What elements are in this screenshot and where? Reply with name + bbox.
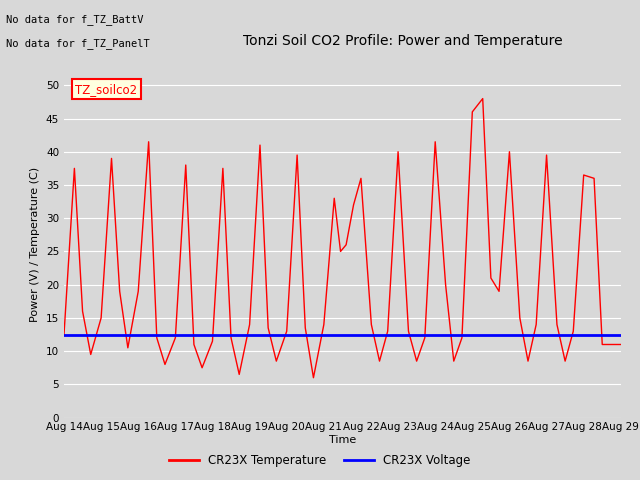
Legend: CR23X Temperature, CR23X Voltage: CR23X Temperature, CR23X Voltage <box>164 449 476 472</box>
Text: Tonzi Soil CO2 Profile: Power and Temperature: Tonzi Soil CO2 Profile: Power and Temper… <box>243 34 563 48</box>
Y-axis label: Power (V) / Temperature (C): Power (V) / Temperature (C) <box>30 167 40 323</box>
Text: TZ_soilco2: TZ_soilco2 <box>75 83 137 96</box>
X-axis label: Time: Time <box>329 435 356 445</box>
Text: No data for f_TZ_PanelT: No data for f_TZ_PanelT <box>6 38 150 49</box>
Text: No data for f_TZ_BattV: No data for f_TZ_BattV <box>6 14 144 25</box>
